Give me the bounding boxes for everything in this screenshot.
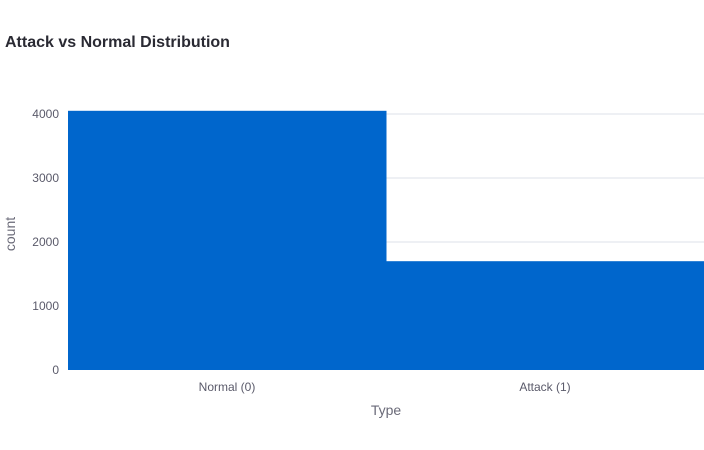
bar [386, 261, 704, 370]
y-tick-label: 3000 [32, 171, 59, 185]
y-tick-label: 0 [52, 363, 59, 377]
y-tick-label: 2000 [32, 235, 59, 249]
x-axis-ticks: Normal (0) Attack (1) [199, 380, 571, 394]
bar [68, 110, 387, 371]
y-tick-label: 4000 [32, 107, 59, 121]
y-axis-ticks: 0 1000 2000 3000 4000 [32, 107, 59, 377]
x-tick-label: Normal (0) [199, 380, 256, 394]
x-tick-label: Attack (1) [519, 380, 570, 394]
y-axis-title: count [2, 217, 18, 251]
x-axis-title: Type [371, 402, 402, 418]
y-tick-label: 1000 [32, 299, 59, 313]
chart-title: Attack vs Normal Distribution [5, 34, 230, 51]
bars [68, 110, 704, 371]
